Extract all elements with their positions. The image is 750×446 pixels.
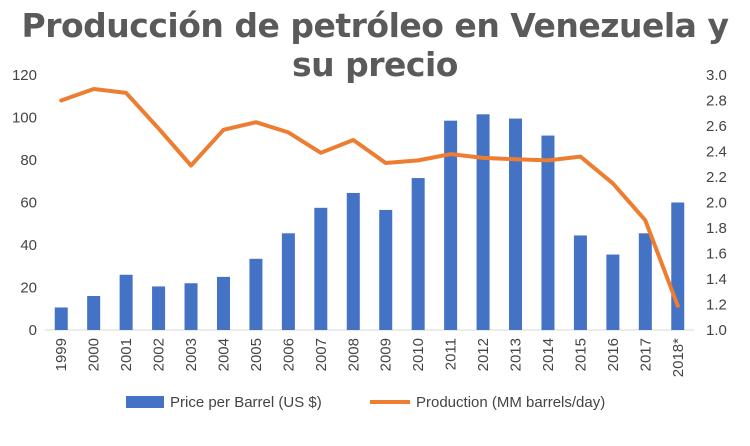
x-tick-label: 2013 (508, 338, 525, 371)
right-tick-label: 2.6 (706, 118, 727, 135)
bar-2000 (87, 296, 101, 330)
bar-2006 (281, 233, 295, 330)
left-tick-label: 120 (12, 67, 37, 84)
x-tick-label: 2007 (313, 338, 330, 371)
left-tick-label: 60 (20, 195, 37, 212)
bar-2003 (184, 283, 198, 330)
bar-2012 (476, 114, 490, 330)
bar-1999 (54, 307, 68, 330)
chart-title: Producción de petróleo en Venezuela y su… (21, 6, 729, 84)
right-tick-label: 2.0 (706, 195, 727, 212)
left-tick-label: 20 (20, 280, 37, 297)
x-tick-label: 2014 (540, 338, 557, 371)
bar-2016 (606, 254, 620, 330)
x-tick-label: 2012 (475, 338, 492, 371)
right-tick-label: 1.0 (706, 322, 727, 339)
line-series (59, 87, 680, 308)
bar-series (54, 114, 685, 330)
bar-2014 (541, 135, 555, 330)
x-tick-label: 2006 (280, 338, 297, 371)
x-tick-label: 2001 (118, 338, 135, 371)
bar-2010 (411, 178, 425, 330)
bar-2005 (249, 258, 263, 330)
right-tick-label: 2.4 (706, 144, 727, 161)
legend-line-label: Production (MM barrels/day) (416, 394, 605, 411)
bar-2009 (379, 209, 393, 330)
right-tick-label: 1.6 (706, 246, 727, 263)
left-tick-label: 100 (12, 110, 37, 127)
x-axis: 1999 2000 2001 2002 2003 2004 2005 2006 2007 2008… (53, 338, 687, 377)
left-tick-label: 80 (20, 152, 37, 169)
bar-2007 (314, 207, 328, 330)
x-tick-label: 2002 (151, 338, 168, 371)
legend-bar-swatch (126, 396, 164, 408)
legend-bar-label: Price per Barrel (US $) (170, 394, 322, 411)
x-tick-label: 1999 (53, 338, 70, 371)
right-tick-label: 3.0 (706, 67, 727, 84)
right-tick-label: 2.2 (706, 169, 727, 186)
x-tick-label: 2016 (605, 338, 622, 371)
bar-2002 (152, 286, 166, 330)
bar-2011 (444, 120, 458, 330)
x-tick-label: 2004 (215, 338, 232, 371)
production-line (59, 87, 680, 308)
x-tick-label: 2018* (670, 338, 687, 377)
bar-2001 (119, 274, 133, 330)
right-tick-label: 1.2 (706, 297, 727, 314)
right-tick-label: 1.8 (706, 220, 727, 237)
bar-2004 (216, 276, 230, 330)
bar-2013 (509, 118, 523, 330)
x-tick-label: 2003 (183, 338, 200, 371)
x-tick-label: 2000 (86, 338, 103, 371)
legend: Price per Barrel (US $) Production (MM ba… (126, 394, 605, 411)
left-axis: 0 20 40 60 80 100 120 (12, 67, 37, 339)
left-tick-label: 0 (29, 322, 37, 339)
right-axis: 1.0 1.2 1.4 1.6 1.8 2.0 2.2 2.4 2.6 2.8 3.0 (706, 67, 727, 339)
bar-2017 (638, 233, 652, 330)
bar-2015 (573, 235, 587, 330)
x-tick-label: 2008 (345, 338, 362, 371)
x-tick-label: 2017 (637, 338, 654, 371)
bar-2018* (671, 202, 685, 330)
x-tick-label: 2010 (410, 338, 427, 371)
x-tick-label: 2005 (248, 338, 265, 371)
bar-2008 (346, 192, 360, 330)
right-tick-label: 1.4 (706, 271, 727, 288)
x-tick-label: 2011 (443, 338, 460, 370)
left-tick-label: 40 (20, 237, 37, 254)
x-tick-label: 2015 (572, 338, 589, 371)
x-tick-label: 2009 (378, 338, 395, 371)
right-tick-label: 2.8 (706, 93, 727, 110)
